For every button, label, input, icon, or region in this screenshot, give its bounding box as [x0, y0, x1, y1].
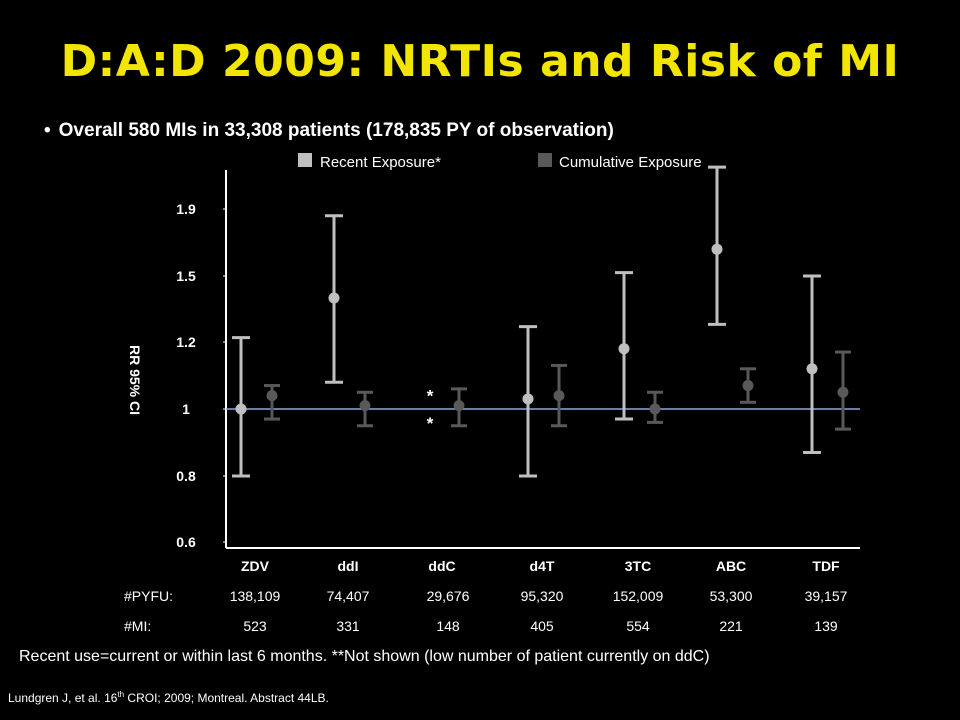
table-cell: 53,300: [710, 588, 753, 604]
y-tick-label: 1.2: [176, 334, 196, 350]
overview-bullet: • Overall 580 MIs in 33,308 patients (178…: [44, 120, 614, 142]
data-point: [453, 400, 465, 412]
y-tick-label: 1: [182, 401, 190, 417]
data-point: [522, 393, 534, 405]
data-point: [618, 343, 630, 355]
table-cell: 152,009: [613, 588, 664, 604]
y-tick-label: 1.9: [176, 201, 196, 217]
y-tick-label: 0.8: [176, 468, 196, 484]
data-point: [553, 390, 565, 402]
table-row-label: #MI:: [124, 618, 151, 634]
data-point: [711, 243, 723, 255]
data-point: [328, 292, 340, 304]
y-tick-label: 0.6: [176, 534, 196, 550]
x-tick-label: d4T: [530, 558, 555, 574]
y-tick-label: 1.5: [176, 268, 196, 284]
table-cell: 331: [336, 618, 360, 634]
x-tick-label: ZDV: [241, 558, 270, 574]
citation-text: Lundgren J, et al. 16: [8, 691, 118, 705]
citation: Lundgren J, et al. 16th CROI; 2009; Mont…: [8, 690, 329, 705]
table-cell: 554: [626, 618, 650, 634]
data-point: [837, 386, 849, 398]
table-cell: 221: [719, 618, 743, 634]
bullet-dot: •: [44, 120, 51, 141]
x-tick-label: ddC: [428, 558, 455, 574]
x-tick-label: ABC: [716, 558, 746, 574]
table-cell: 405: [530, 618, 554, 634]
table-cell: 95,320: [521, 588, 564, 604]
missing-marker: *: [427, 414, 434, 433]
x-tick-label: TDF: [812, 558, 840, 574]
footnote: Recent use=current or within last 6 mont…: [19, 648, 710, 665]
legend-label-cumulative: Cumulative Exposure: [559, 154, 702, 171]
overview-text: Overall 580 MIs in 33,308 patients (178,…: [58, 120, 614, 141]
missing-marker: *: [427, 387, 434, 406]
table-cell: 139: [814, 618, 838, 634]
legend-swatch-recent: [298, 153, 312, 167]
table-cell: 29,676: [427, 588, 470, 604]
table-row-label: #PYFU:: [124, 588, 173, 604]
y-axis-label: RR 95% CI: [127, 345, 143, 415]
data-point: [649, 403, 661, 415]
x-tick-label: ddI: [338, 558, 359, 574]
x-tick-label: 3TC: [625, 558, 651, 574]
table-cell: 74,407: [327, 588, 370, 604]
data-point: [235, 403, 247, 415]
table-cell: 148: [436, 618, 460, 634]
slide-title: D:A:D 2009: NRTIs and Risk of MI: [60, 36, 900, 87]
data-point: [266, 390, 278, 402]
legend-swatch-cumulative: [538, 153, 552, 167]
data-point: [359, 400, 371, 412]
table-cell: 523: [243, 618, 267, 634]
table-cell: 138,109: [230, 588, 281, 604]
citation-sup: th: [117, 690, 125, 699]
legend-label-recent: Recent Exposure*: [320, 154, 441, 171]
data-point: [806, 363, 818, 375]
data-point: [742, 380, 754, 392]
table-cell: 39,157: [805, 588, 848, 604]
citation-text-2: CROI; 2009; Montreal. Abstract 44LB.: [124, 691, 329, 705]
